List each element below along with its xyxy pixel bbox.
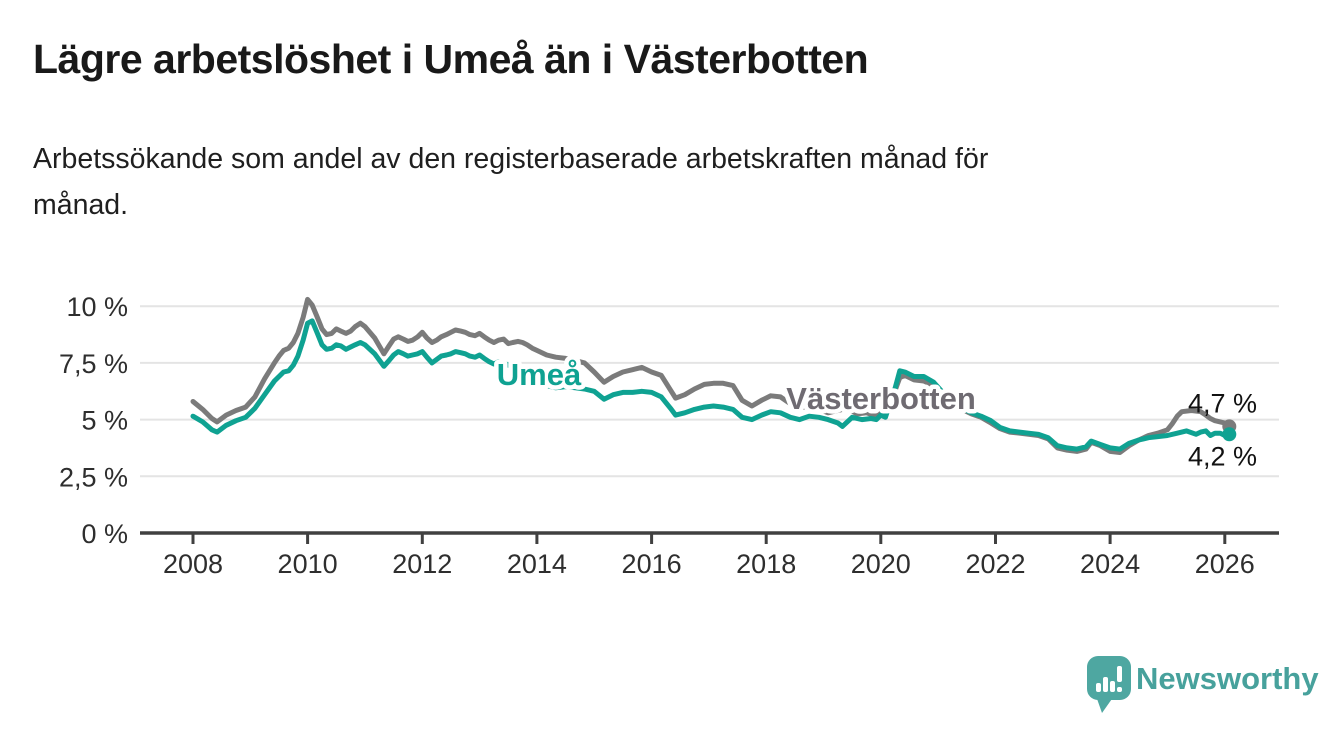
y-axis-tick-label: 2,5 %	[59, 462, 128, 492]
y-axis-tick-label: 10 %	[66, 292, 128, 322]
y-axis-tick-label: 7,5 %	[59, 349, 128, 379]
page-title: Lägre arbetslöshet i Umeå än i Västerbot…	[33, 36, 869, 82]
x-axis-tick-label: 2020	[851, 549, 911, 579]
x-axis-tick-label: 2008	[163, 549, 223, 579]
y-axis-tick-label: 5 %	[81, 406, 128, 436]
newsworthy-bubble-icon	[1087, 656, 1131, 713]
newsworthy-logo[interactable]: Newsworthy	[1082, 650, 1322, 720]
x-axis-tick-label: 2014	[507, 549, 567, 579]
series-line	[190, 318, 1232, 452]
y-axis-tick-label: 0 %	[81, 519, 128, 549]
series-end-value: 4,7 %	[1188, 388, 1257, 418]
x-axis-tick-label: 2024	[1080, 549, 1140, 579]
page-subtitle-line2: månad.	[33, 189, 129, 221]
series-label: Västerbotten	[786, 381, 975, 416]
page-subtitle-line1: Arbetssökande som andel av den registerb…	[33, 143, 989, 175]
series-label: Umeå	[497, 357, 582, 392]
page-subtitle: Arbetssökande som andel av den registerb…	[33, 136, 1253, 228]
series-line	[190, 296, 1232, 455]
x-axis-tick-label: 2022	[965, 549, 1025, 579]
x-axis-tick-label: 2012	[392, 549, 452, 579]
series-end-value: 4,2 %	[1188, 441, 1257, 471]
newsworthy-logo-text: Newsworthy	[1136, 661, 1319, 696]
x-axis-tick-label: 2010	[278, 549, 338, 579]
series-end-dot	[1222, 427, 1237, 442]
bar-chart-exclamation-glyph	[1096, 666, 1122, 692]
x-axis-tick-label: 2026	[1195, 549, 1255, 579]
x-axis-tick-label: 2016	[622, 549, 682, 579]
x-axis-tick-label: 2018	[736, 549, 796, 579]
